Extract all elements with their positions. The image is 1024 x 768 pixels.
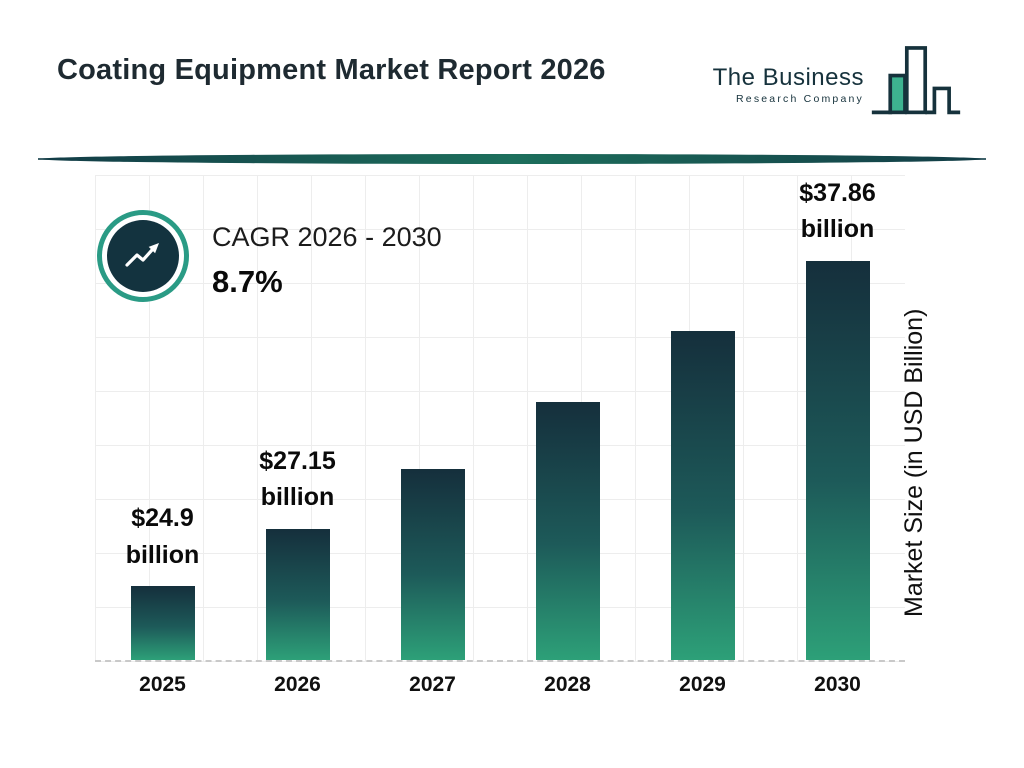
- bar-column: $24.9 billion 2025: [95, 175, 230, 696]
- x-axis-label: 2028: [544, 673, 591, 696]
- bar: [535, 402, 600, 660]
- divider-line: [38, 152, 986, 164]
- company-logo: The Business Research Company: [713, 44, 962, 125]
- chart-plot-area: $24.9 billion 2025 $27.15 billion 2026 2027 2…: [95, 175, 905, 696]
- bar: [130, 585, 195, 660]
- cagr-value: 8.7%: [212, 264, 283, 299]
- bar: [805, 260, 870, 660]
- cagr-label: CAGR 2026 - 2030: [212, 222, 442, 252]
- logo-name: The Business: [712, 64, 864, 91]
- bar-series: $24.9 billion 2025 $27.15 billion 2026 2027 2…: [95, 175, 905, 696]
- logo-subname: Research Company: [736, 93, 864, 105]
- bar-value-label: $27.15 billion: [259, 447, 336, 512]
- x-axis-label: 2029: [679, 673, 726, 696]
- x-axis-label: 2026: [274, 673, 321, 696]
- bar-chart-logo-icon: [870, 44, 962, 125]
- bar: [265, 528, 330, 660]
- bar-column: 2028: [500, 175, 635, 696]
- y-axis-label: Market Size (in USD Billion): [900, 308, 928, 618]
- bar-column: $27.15 billion 2026: [230, 175, 365, 696]
- x-axis-label: 2030: [814, 673, 861, 696]
- trend-up-icon: [107, 220, 179, 292]
- company-logo-text: The Business Research Company: [713, 64, 864, 105]
- page-title: Coating Equipment Market Report 2026: [57, 54, 606, 86]
- bar-column: $37.86 billion 2030: [770, 175, 905, 696]
- x-axis-label: 2025: [139, 673, 186, 696]
- cagr-badge: [97, 210, 189, 302]
- bar-column: 2029: [635, 175, 770, 696]
- bar: [670, 330, 735, 660]
- x-axis-label: 2027: [409, 673, 456, 696]
- bar-value-label: $24.9 billion: [125, 504, 200, 569]
- bar: [400, 468, 465, 660]
- bar-column: 2027: [365, 175, 500, 696]
- bar-value-label: $37.86 billion: [799, 179, 876, 244]
